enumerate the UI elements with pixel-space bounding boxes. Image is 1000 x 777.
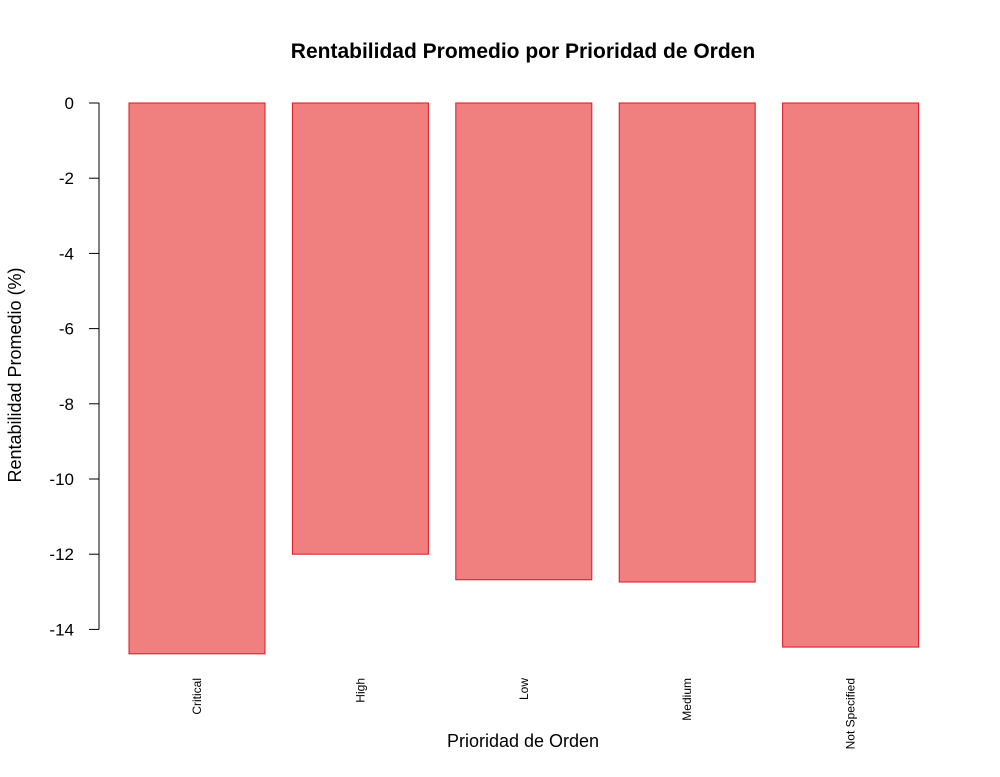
x-tick-label: Not Specified [844,678,858,749]
y-axis: 0 -2 -4 -6 -8 -10 -12 -14 [49,94,100,639]
x-tick-label: Medium [680,678,694,721]
x-tick-label: Critical [190,678,204,715]
chart-title: Rentabilidad Promedio por Prioridad de O… [291,40,755,63]
y-tick-label: -12 [49,545,74,564]
bar-low [455,102,593,581]
bar-critical [128,102,266,655]
y-tick-label: -4 [59,244,74,263]
y-tick-label: -2 [59,169,74,188]
y-tick-label: -10 [49,470,74,489]
y-axis-label: Rentabilidad Promedio (%) [5,267,25,482]
y-tick-label: -14 [49,620,74,639]
bar-not-specified [782,102,920,648]
y-tick-label: -6 [59,320,74,339]
bar-medium [618,102,756,583]
bar-high [291,102,429,555]
bars-group [128,102,920,655]
y-tick-label: -8 [59,395,74,414]
y-tick-label: 0 [65,94,74,113]
x-tick-label: High [353,678,367,703]
category-labels: Critical High Low Medium Not Specified [190,678,858,750]
x-tick-label: Low [517,678,531,700]
x-axis-label: Prioridad de Orden [447,731,599,751]
